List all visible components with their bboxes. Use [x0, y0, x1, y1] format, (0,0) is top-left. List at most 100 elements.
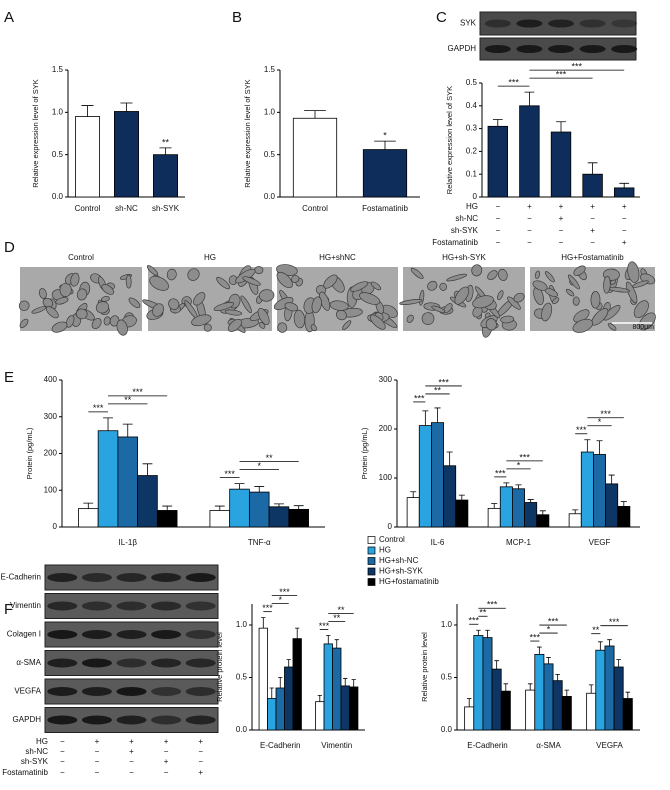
blot-band — [81, 601, 112, 611]
blot-label: Colagen I — [7, 630, 41, 639]
significance: *** — [530, 632, 541, 642]
cell — [471, 264, 483, 277]
y-tick-label: 0.5 — [441, 673, 453, 682]
condition-sign: − — [198, 757, 203, 766]
cell — [42, 297, 53, 308]
y-axis-label: Relative protein level — [215, 632, 224, 702]
cell — [607, 323, 617, 331]
blot-band — [185, 715, 216, 725]
condition-label: sh-SYK — [451, 226, 479, 235]
significance: *** — [93, 403, 104, 413]
cell — [258, 322, 266, 329]
cell — [191, 314, 212, 327]
error-bar — [317, 694, 322, 702]
error-bar — [293, 505, 304, 510]
bar — [543, 663, 554, 731]
cell — [410, 267, 424, 280]
x-tick-label: TNF-α — [248, 538, 271, 547]
cell — [240, 295, 252, 314]
error-bar — [608, 474, 615, 484]
bar — [487, 507, 501, 528]
condition-sign: + — [164, 737, 169, 746]
cell — [258, 289, 275, 302]
cell — [213, 302, 235, 311]
cell — [590, 291, 601, 309]
bar — [292, 638, 302, 731]
y-tick-label: 0.5 — [466, 78, 478, 87]
legend-swatch — [367, 567, 376, 576]
x-tick-label: Fostamatinib — [362, 204, 408, 213]
error-bar — [537, 646, 542, 655]
cell — [369, 314, 386, 330]
condition-sign: + — [198, 737, 203, 746]
cell — [370, 281, 382, 291]
blot-band — [81, 630, 112, 639]
cell — [497, 290, 504, 301]
condition-sign: − — [95, 768, 100, 777]
cell — [149, 275, 169, 291]
condition-sign: − — [559, 226, 564, 235]
micrograph — [18, 267, 142, 336]
cell — [146, 265, 159, 276]
bar — [275, 687, 285, 731]
bar — [617, 506, 631, 528]
significance: ** — [434, 385, 442, 395]
blot-band — [484, 45, 511, 53]
blot-band — [185, 630, 216, 639]
x-tick-label: VEGF — [589, 538, 611, 547]
condition-sign: − — [495, 202, 500, 211]
y-tick-label: 1.0 — [441, 620, 453, 629]
y-tick-label: 0 — [473, 192, 478, 201]
blot-label: GAPDH — [448, 44, 477, 53]
bar — [561, 696, 572, 731]
error-bar — [103, 417, 113, 431]
bar — [292, 117, 338, 198]
blot-band — [484, 19, 511, 28]
cell — [454, 286, 470, 305]
error-bar — [556, 121, 566, 133]
cell — [572, 318, 594, 333]
legend-label: HG+sh-NC — [379, 556, 419, 565]
condition-sign: − — [559, 238, 564, 247]
cell — [572, 296, 580, 306]
cell — [335, 309, 347, 321]
cell — [472, 295, 494, 309]
condition-sign: + — [129, 737, 134, 746]
cell — [427, 280, 438, 291]
micrograph — [399, 264, 525, 338]
blot-band — [516, 19, 543, 28]
cell — [75, 308, 88, 320]
blot-band — [548, 45, 574, 53]
panel-label: B — [232, 9, 242, 26]
condition-sign: + — [164, 757, 169, 766]
cell — [76, 288, 88, 301]
bar — [580, 451, 594, 528]
bar — [550, 131, 572, 198]
micrograph-label: HG — [204, 253, 216, 262]
cell — [565, 288, 575, 297]
error-bar — [159, 147, 172, 155]
scale-label: 800μm — [632, 324, 654, 331]
blot-band — [185, 573, 216, 582]
error-bar — [625, 691, 631, 699]
bar — [500, 690, 511, 731]
condition-sign: + — [129, 747, 134, 756]
blot-band — [185, 658, 216, 668]
cell — [284, 302, 299, 312]
error-bar — [503, 482, 510, 487]
significance: *** — [519, 452, 530, 462]
cell — [500, 315, 515, 324]
micrograph — [142, 265, 275, 333]
significance: *** — [224, 469, 235, 479]
cell — [310, 324, 317, 332]
error-bar — [584, 439, 591, 453]
bar — [524, 502, 538, 528]
blot-band — [47, 630, 78, 639]
significance: *** — [487, 600, 498, 610]
bar — [519, 105, 540, 198]
bar — [593, 454, 606, 528]
blot-band — [579, 45, 606, 53]
legend-swatch — [367, 578, 376, 586]
condition-sign: + — [622, 238, 627, 247]
bar — [406, 497, 420, 528]
